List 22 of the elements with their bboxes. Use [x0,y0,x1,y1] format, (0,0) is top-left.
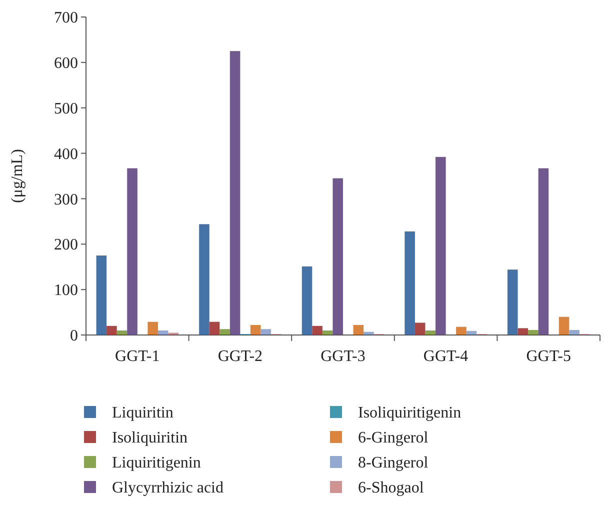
legend-label: Liquiritigenin [112,454,201,472]
x-tick-label: GGT-1 [115,348,160,365]
legend-label: Isoliquiritigenin [358,404,462,422]
y-tick-label: 0 [70,328,78,345]
x-tick-label: GGT-5 [526,348,571,365]
y-tick-label: 200 [54,236,78,254]
y-tick-label: 100 [54,282,78,300]
legend-label: Glycyrrhizic acid [112,480,224,497]
legend-label: 8-Gingerol [358,454,429,472]
y-axis-title: (μg/mL) [9,149,26,203]
y-tick-label: 500 [54,100,78,118]
legend-label: 6-Shogaol [358,480,424,497]
legend-label: Isoliquiritin [112,430,188,447]
y-tick-label: 700 [54,10,78,27]
x-tick-label: GGT-4 [423,348,468,365]
y-tick-label: 300 [54,191,78,208]
y-tick-label: 600 [54,55,78,72]
y-tick-label: 400 [54,146,78,163]
x-tick-label: GGT-3 [320,348,366,365]
legend-label: Liquiritin [112,404,174,422]
legend-label: 6-Gingerol [358,430,429,447]
x-tick-label: GGT-2 [218,348,263,365]
